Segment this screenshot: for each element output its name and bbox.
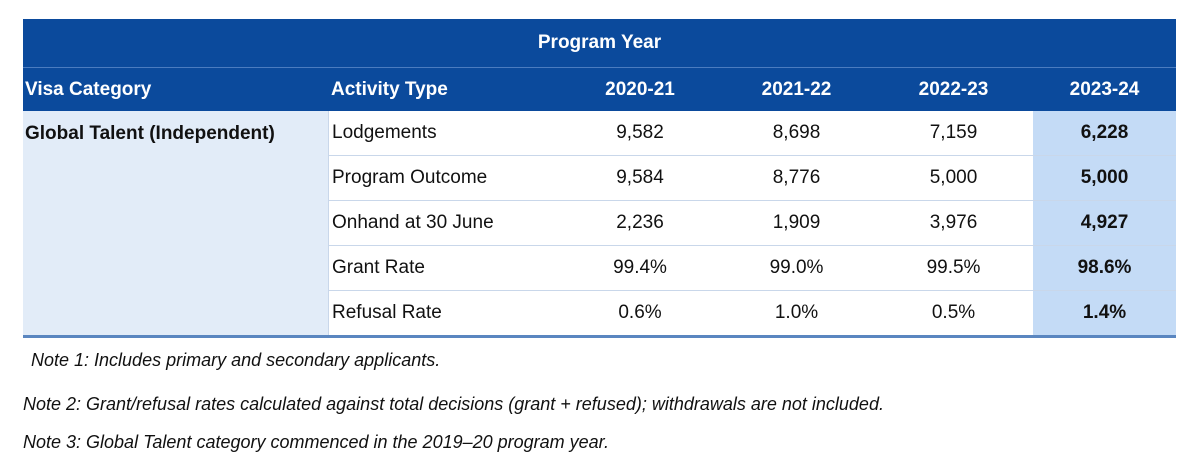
value-cell-highlight: 1.4% (1033, 291, 1176, 335)
value-cell-highlight: 4,927 (1033, 201, 1176, 245)
program-year-label: Program Year (537, 32, 662, 53)
value-cell: 8,776 (772, 167, 821, 188)
value-cell: 1.0% (774, 302, 819, 323)
value-cell: 5,000 (929, 167, 978, 188)
header-visa-category: Visa Category (25, 78, 152, 100)
visa-category-cell: Global Talent (Independent) (23, 111, 328, 335)
note-2: Note 2: Grant/refusal rates calculated a… (23, 394, 884, 414)
header-activity-type: Activity Type (331, 78, 448, 100)
value-cell-highlight: 6,228 (1033, 111, 1176, 155)
activity-label: Lodgements (328, 111, 561, 155)
value-cell: 7,159 (929, 122, 978, 143)
header-year-2020-21: 2020-21 (605, 78, 675, 100)
header-year-2021-22: 2021-22 (761, 78, 832, 100)
table-row-refusal-rate: Refusal Rate 0.6% 1.0% 0.5% 1.4% (328, 291, 1176, 335)
activity-label: Refusal Rate (328, 291, 561, 335)
activity-label: Onhand at 30 June (328, 201, 561, 245)
table-row-lodgements: Lodgements 9,582 8,698 7,159 6,228 (328, 111, 1176, 156)
value-cell: 3,976 (929, 212, 978, 233)
value-cell: 1,909 (772, 212, 821, 233)
value-cell: 99.5% (926, 257, 981, 278)
table-row-grant-rate: Grant Rate 99.4% 99.0% 99.5% 98.6% (328, 246, 1176, 291)
program-year-header: Program Year (23, 19, 1176, 67)
value-cell: 8,698 (772, 122, 821, 143)
activity-label: Program Outcome (328, 156, 561, 200)
value-cell: 9,582 (616, 122, 664, 143)
value-cell: 99.0% (769, 257, 824, 278)
visa-statistics-table: Program Year Visa Category Activity Type… (23, 19, 1176, 338)
header-year-2022-23: 2022-23 (918, 78, 989, 100)
note-3: Note 3: Global Talent category commenced… (23, 432, 610, 452)
note-1: Note 1: Includes primary and secondary a… (31, 350, 441, 370)
value-cell-highlight: 5,000 (1033, 156, 1176, 200)
value-cell: 0.6% (618, 302, 662, 323)
column-header-row: Visa Category Activity Type 2020-21 2021… (23, 67, 1176, 111)
table-row-onhand: Onhand at 30 June 2,236 1,909 3,976 4,92… (328, 201, 1176, 246)
header-year-2023-24: 2023-24 (1069, 78, 1140, 100)
table-row-program-outcome: Program Outcome 9,584 8,776 5,000 5,000 (328, 156, 1176, 201)
value-cell: 99.4% (613, 257, 667, 278)
value-cell: 9,584 (616, 167, 664, 188)
value-cell: 2,236 (616, 212, 664, 233)
table-body: Global Talent (Independent) Lodgements 9… (23, 111, 1176, 338)
activity-rows: Lodgements 9,582 8,698 7,159 6,228 Progr… (328, 111, 1176, 335)
value-cell-highlight: 98.6% (1033, 246, 1176, 290)
activity-label: Grant Rate (328, 246, 561, 290)
value-cell: 0.5% (931, 302, 976, 323)
